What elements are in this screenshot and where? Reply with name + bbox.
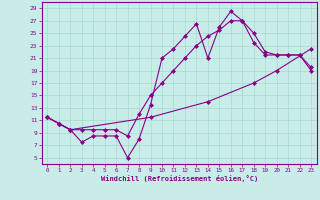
X-axis label: Windchill (Refroidissement éolien,°C): Windchill (Refroidissement éolien,°C)	[100, 175, 258, 182]
